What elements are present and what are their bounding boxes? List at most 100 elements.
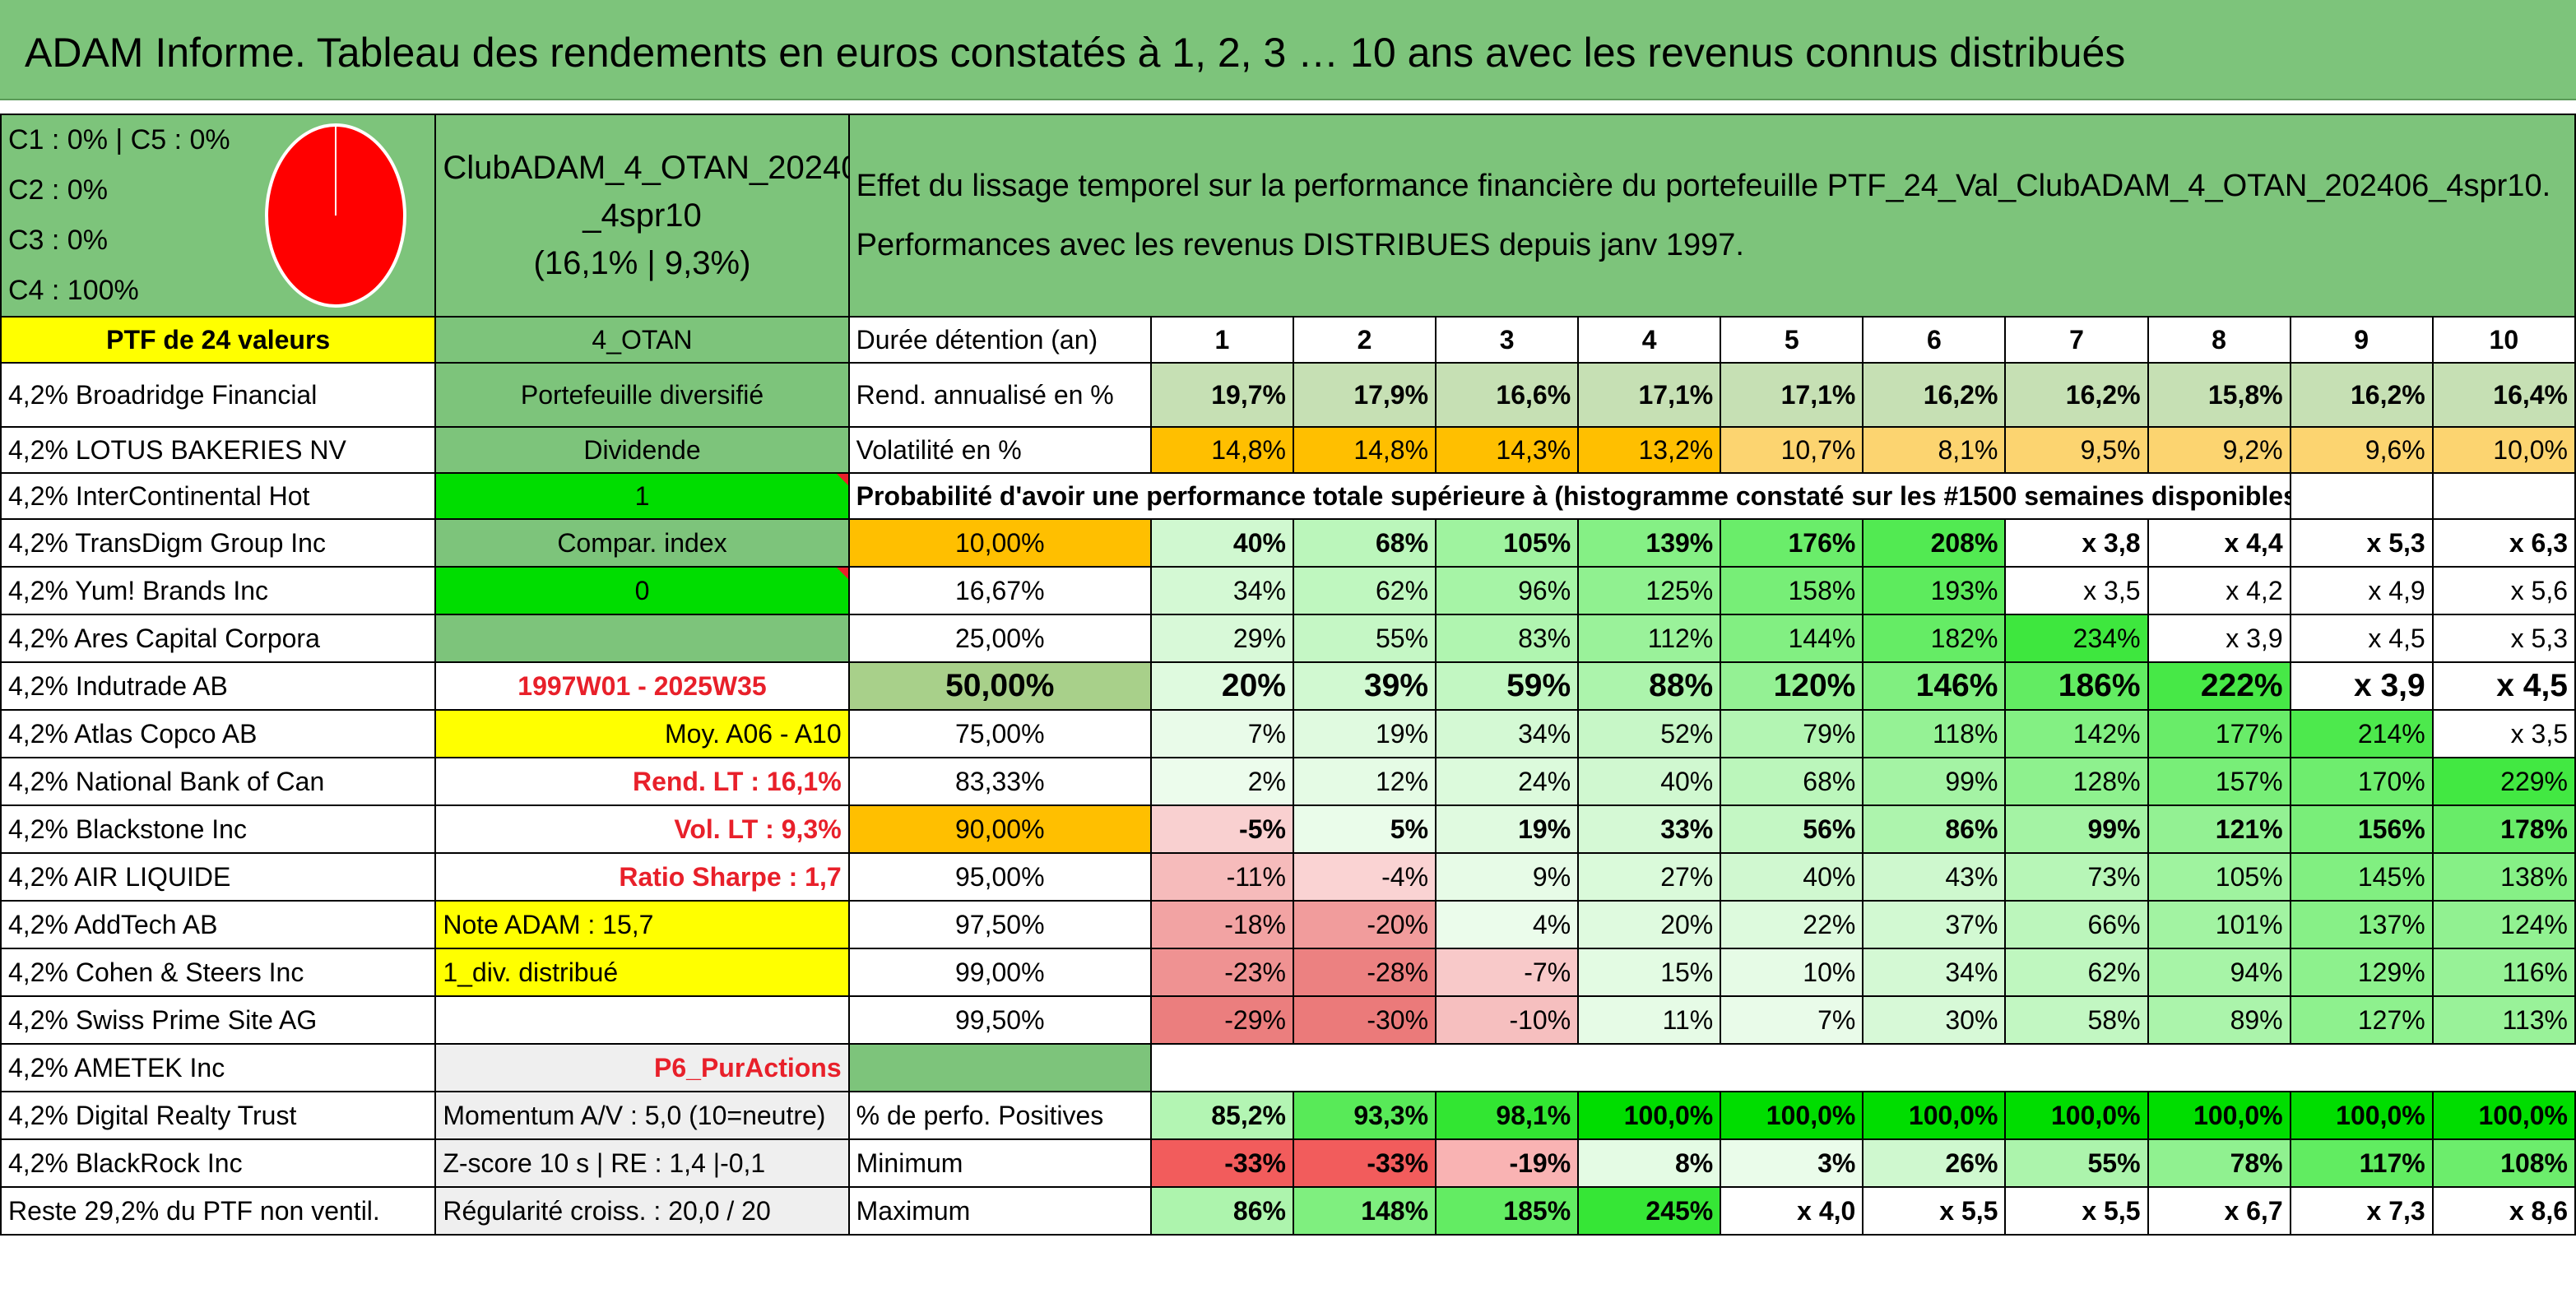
vol-value: 10,7% xyxy=(1720,426,1864,474)
holding: 4,2% AIR LIQUIDE xyxy=(0,852,437,902)
info-vol-lt: Vol. LT : 9,3% xyxy=(434,804,850,854)
info-portefeuille: Portefeuille diversifié xyxy=(434,362,850,428)
holding: 4,2% LOTUS BAKERIES NV xyxy=(0,426,437,474)
vol-value: 9,2% xyxy=(2147,426,2291,474)
rend-value: 16,6% xyxy=(1435,362,1580,428)
proba-value: 15% xyxy=(1577,948,1722,997)
max-label: Maximum xyxy=(847,1186,1152,1236)
holding: 4,2% Broadridge Financial xyxy=(0,362,437,428)
info-div: 1_div. distribué xyxy=(434,948,850,997)
portfolio-name: ClubADAM_4_OTAN_202406 _4spr10 (16,1% | 9,… xyxy=(434,114,850,318)
holding: 4,2% AddTech AB xyxy=(0,900,437,949)
holding: 4,2% TransDigm Group Inc xyxy=(0,518,437,568)
year-header: 10 xyxy=(2431,316,2576,364)
proba-value: 19% xyxy=(1292,709,1437,758)
proba-value: x 4,2 xyxy=(2147,566,2291,615)
proba-threshold: 99,00% xyxy=(847,948,1152,997)
holding: 4,2% Ares Capital Corpora xyxy=(0,614,437,663)
info-dividende: Dividende xyxy=(434,426,850,474)
empty-cell xyxy=(2431,472,2576,520)
holding: 4,2% Digital Realty Trust xyxy=(0,1091,437,1140)
info-period: 1997W01 - 2025W35 xyxy=(434,661,850,711)
proba-value: -30% xyxy=(1292,995,1437,1045)
proba-value: 101% xyxy=(2147,900,2291,949)
proba-value: 19% xyxy=(1435,804,1580,854)
proba-value: 37% xyxy=(1862,900,2007,949)
vol-label: Volatilité en % xyxy=(847,426,1152,474)
table-row: 4,2% AddTech AB Note ADAM : 15,7 97,50% -18… xyxy=(0,900,2576,949)
proba-value: -28% xyxy=(1292,948,1437,997)
club-code: 4_OTAN xyxy=(434,316,850,364)
year-header: 3 xyxy=(1435,316,1580,364)
proba-value: 144% xyxy=(1720,614,1864,663)
proba-value: 58% xyxy=(2004,995,2149,1045)
proba-value: 68% xyxy=(1292,518,1437,568)
rend-value: 17,1% xyxy=(1577,362,1722,428)
proba-value: 96% xyxy=(1435,566,1580,615)
proba-value: 22% xyxy=(1720,900,1864,949)
proba-value: 20% xyxy=(1149,661,1294,711)
pos-value: 100,0% xyxy=(1862,1091,2007,1140)
table-row: Reste 29,2% du PTF non ventil. Régularité… xyxy=(0,1186,2576,1236)
proba-value: 52% xyxy=(1577,709,1722,758)
vol-value: 14,8% xyxy=(1149,426,1294,474)
proba-value: 7% xyxy=(1149,709,1294,758)
legend-item: C1 : 0% | C5 : 0% xyxy=(8,124,230,155)
rend-value: 19,7% xyxy=(1149,362,1294,428)
pos-value: 100,0% xyxy=(1577,1091,1722,1140)
table-row: 4,2% Blackstone Inc Vol. LT : 9,3% 90,00% -… xyxy=(0,804,2576,854)
year-header: 1 xyxy=(1149,316,1294,364)
max-value: 245% xyxy=(1577,1186,1722,1236)
vol-value: 9,5% xyxy=(2004,426,2149,474)
proba-value: 56% xyxy=(1720,804,1864,854)
info-val-1: 1 xyxy=(434,472,850,520)
proba-value: 105% xyxy=(2147,852,2291,902)
pos-label: % de perfo. Positives xyxy=(847,1091,1152,1140)
holding: 4,2% National Bank of Can xyxy=(0,757,437,806)
holding: 4,2% Blackstone Inc xyxy=(0,804,437,854)
holding: 4,2% Yum! Brands Inc xyxy=(0,566,437,615)
year-header: 5 xyxy=(1720,316,1864,364)
min-value: 3% xyxy=(1720,1138,1864,1188)
proba-value: -11% xyxy=(1149,852,1294,902)
table-row: 4,2% Ares Capital Corpora 25,00% 29% 55% 83%… xyxy=(0,614,2576,663)
min-value: -33% xyxy=(1149,1138,1294,1188)
table-row: 4,2% Digital Realty Trust Momentum A/V : … xyxy=(0,1091,2576,1140)
table-row: 4,2% Swiss Prime Site AG 99,50% -29% -30% -1… xyxy=(0,995,2576,1045)
proba-value: x 4,9 xyxy=(2289,566,2434,615)
vol-value: 14,3% xyxy=(1435,426,1580,474)
proba-value: 62% xyxy=(1292,566,1437,615)
description-line: Performances avec les revenus DISTRIBUES… xyxy=(856,228,1744,262)
max-value: 185% xyxy=(1435,1186,1580,1236)
proba-value: -29% xyxy=(1149,995,1294,1045)
legend-item: C4 : 100% xyxy=(8,275,139,306)
proba-threshold: 97,50% xyxy=(847,900,1152,949)
table-row: PTF de 24 valeurs 4_OTAN Durée détention (… xyxy=(0,316,2576,364)
proba-value: 113% xyxy=(2431,995,2576,1045)
allocation-pie-chart xyxy=(265,123,406,308)
proba-value: 40% xyxy=(1149,518,1294,568)
holding: 4,2% Atlas Copco AB xyxy=(0,709,437,758)
proba-threshold: 10,00% xyxy=(847,518,1152,568)
proba-value: x 3,9 xyxy=(2289,661,2434,711)
report-title: ADAM Informe. Tableau des rendements en … xyxy=(0,0,2576,100)
year-header: 9 xyxy=(2289,316,2434,364)
proba-threshold: 83,33% xyxy=(847,757,1152,806)
proba-value: 20% xyxy=(1577,900,1722,949)
proba-value: 138% xyxy=(2431,852,2576,902)
proba-value: 94% xyxy=(2147,948,2291,997)
vol-value: 8,1% xyxy=(1862,426,2007,474)
min-value: 55% xyxy=(2004,1138,2149,1188)
table-row: 4,2% Yum! Brands Inc 0 16,67% 34% 62% 96% 125%… xyxy=(0,566,2576,615)
proba-value: 89% xyxy=(2147,995,2291,1045)
duration-header: Durée détention (an) xyxy=(847,316,1152,364)
proba-value: -4% xyxy=(1292,852,1437,902)
proba-value: 79% xyxy=(1720,709,1864,758)
vol-value: 9,6% xyxy=(2289,426,2434,474)
rend-value: 16,4% xyxy=(2431,362,2576,428)
vol-value: 13,2% xyxy=(1577,426,1722,474)
proba-value: 68% xyxy=(1720,757,1864,806)
vol-value: 14,8% xyxy=(1292,426,1437,474)
holding: 4,2% Indutrade AB xyxy=(0,661,437,711)
